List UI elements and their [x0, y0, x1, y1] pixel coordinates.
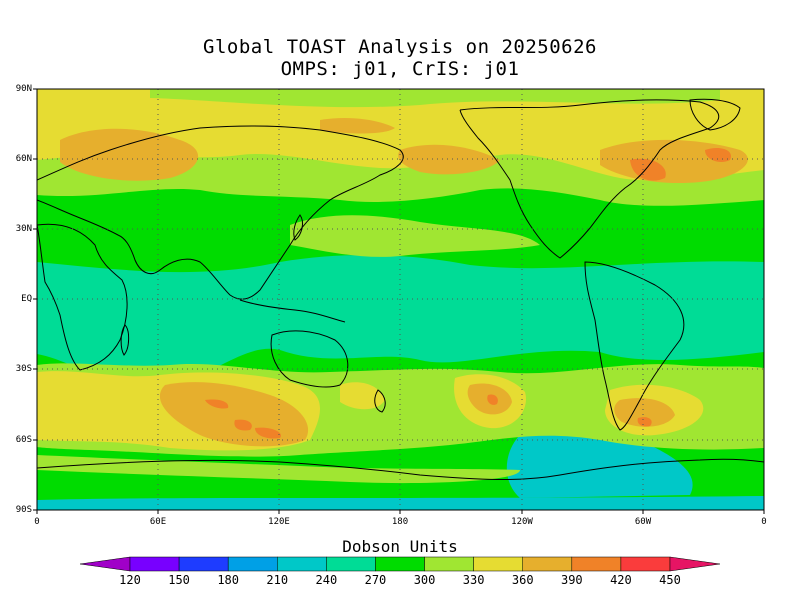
indian-ocean-420-streaks	[205, 399, 281, 439]
colorbar-tick-label: 300	[413, 573, 436, 587]
indonesia-coast	[239, 299, 346, 323]
colorbar-swatch	[522, 556, 573, 572]
coastlines	[37, 98, 764, 480]
south-pacific-420-dot	[487, 394, 498, 405]
colorbar-swatch	[473, 556, 523, 572]
lat-label-30n: 30N	[15, 224, 32, 234]
colorbar-swatch	[571, 556, 622, 572]
greenland-coast	[689, 98, 741, 131]
grid-lines	[37, 89, 764, 510]
japan-coast	[293, 214, 303, 241]
colorbar-tick-label: 360	[511, 573, 534, 587]
colorbar-swatch	[375, 556, 425, 572]
tropical-270-band	[37, 254, 764, 389]
lon-label-180: 180	[391, 517, 409, 527]
africa-coast	[37, 223, 128, 371]
colorbar-tick-label: 330	[462, 573, 485, 587]
lat-label-60n: 60N	[15, 154, 32, 164]
map-title-line2: OMPS: j01, CrIS: j01	[280, 58, 520, 80]
colorbar-tick-label: 150	[168, 573, 190, 587]
eurasia-390-patch	[60, 128, 199, 181]
southern-ocean-240-strip	[37, 496, 764, 510]
lon-label-0: 0	[34, 517, 40, 527]
lon-label-0-right: 0	[761, 517, 767, 527]
antarctica-coast	[37, 458, 764, 480]
madagascar-coast	[120, 324, 130, 356]
colorbar-swatch	[424, 556, 474, 572]
lat-label-90s: 90S	[15, 505, 32, 515]
colorbar-max-arrow	[669, 556, 721, 572]
eurasia-390-patch-2	[320, 117, 395, 134]
lat-label-60s: 60S	[15, 435, 32, 445]
lon-label-120w: 120W	[511, 517, 533, 527]
colorbar-min-arrow	[79, 556, 131, 572]
south-america-coast	[584, 261, 685, 431]
colorbar-tick-label: 240	[315, 573, 338, 587]
north-america-420-patch-2	[705, 148, 731, 162]
colorbar-title: Dobson Units	[342, 537, 458, 556]
colorbar-swatch	[178, 556, 229, 572]
europe-asia-coast	[37, 125, 404, 300]
lon-label-60w: 60W	[634, 517, 652, 527]
colorbar-tick-label: 270	[364, 573, 387, 587]
north-america-coast	[459, 99, 720, 259]
colorbar-tick-label: 210	[266, 573, 289, 587]
lat-label-90n: 90N	[15, 84, 32, 94]
colorbar-tick-label: 450	[659, 573, 681, 587]
north-america-420-patch	[630, 158, 666, 181]
colorbar-swatch	[620, 556, 671, 572]
arctic-330-cap	[150, 89, 720, 108]
colorbar-tick-label: 180	[217, 573, 240, 587]
north-pacific-390-patch	[398, 144, 500, 175]
colorbar-swatch	[129, 556, 180, 572]
lat-label-30s: 30S	[15, 364, 32, 374]
colorbar-tick-label: 420	[610, 573, 632, 587]
australia-coast	[270, 330, 349, 388]
lat-label-eq: EQ	[21, 294, 32, 304]
map-title-line1: Global TOAST Analysis on 20250626	[203, 36, 597, 58]
lon-label-60e: 60E	[149, 517, 167, 527]
tasman-360-patch	[340, 382, 385, 410]
north-subtropic-330-band	[290, 215, 540, 257]
axis-ticks	[33, 88, 765, 514]
colorbar-swatch	[277, 556, 327, 572]
colorbar-swatch	[326, 556, 376, 572]
colorbar-tick-label: 120	[119, 573, 141, 587]
colorbar-tick-label: 390	[560, 573, 583, 587]
ozone-field	[37, 89, 764, 510]
south-america-420-dot	[637, 417, 652, 427]
colorbar-swatch	[227, 556, 278, 572]
lon-label-120e: 120E	[268, 517, 290, 527]
new-zealand-coast	[374, 389, 386, 413]
colorbar	[79, 556, 721, 572]
